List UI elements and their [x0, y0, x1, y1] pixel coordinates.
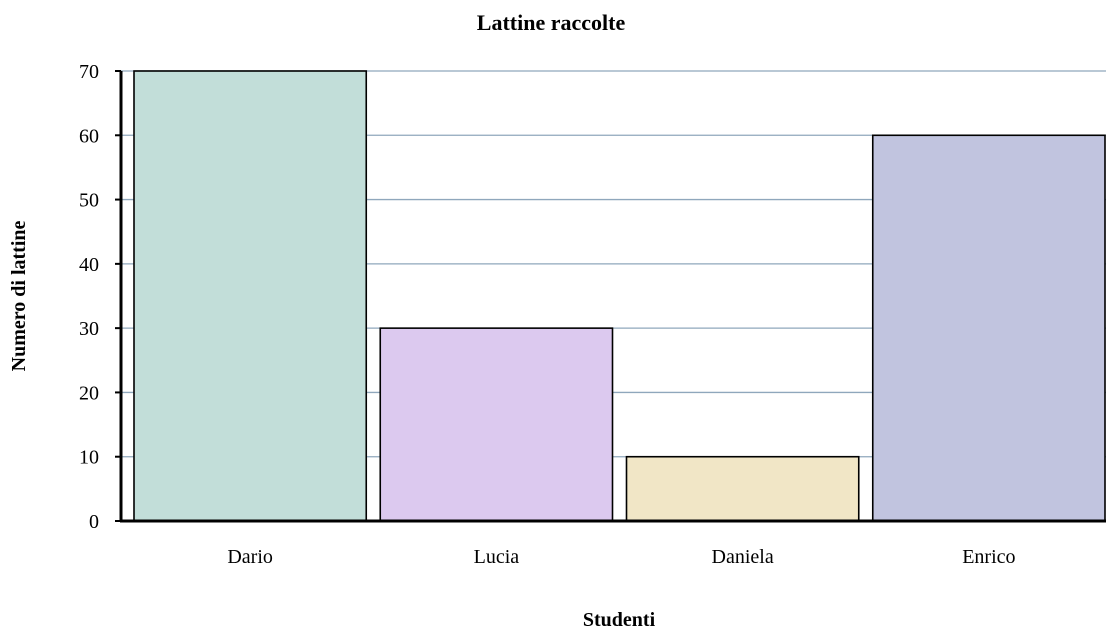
y-tick-label: 0	[89, 511, 99, 533]
x-axis-title: Studenti	[583, 609, 656, 631]
x-tick-labels: Dario Lucia Daniela Enrico	[227, 546, 1015, 568]
y-tick-label: 40	[79, 254, 99, 276]
x-tick-label: Enrico	[962, 546, 1015, 568]
y-tick-label: 20	[79, 382, 99, 404]
bars	[133, 70, 1106, 522]
y-tick-labels: 0 10 20 30 40 50 60 70	[79, 61, 99, 533]
bar-enrico	[871, 134, 1106, 522]
y-tick-label: 50	[79, 190, 99, 212]
y-tick-label: 60	[79, 125, 99, 147]
axes	[115, 70, 1106, 523]
y-tick-label: 70	[79, 61, 99, 83]
chart-title: Lattine raccolte	[477, 10, 626, 35]
bar-daniela	[625, 455, 860, 522]
bar-lucia	[379, 327, 614, 522]
y-tick-label: 10	[79, 447, 99, 469]
y-tick-label: 30	[79, 318, 99, 340]
x-tick-label: Daniela	[712, 546, 774, 568]
y-axis-title: Numero di lattine	[8, 221, 30, 372]
bar-dario	[133, 70, 368, 522]
x-tick-label: Lucia	[474, 546, 520, 568]
x-tick-label: Dario	[227, 546, 273, 568]
